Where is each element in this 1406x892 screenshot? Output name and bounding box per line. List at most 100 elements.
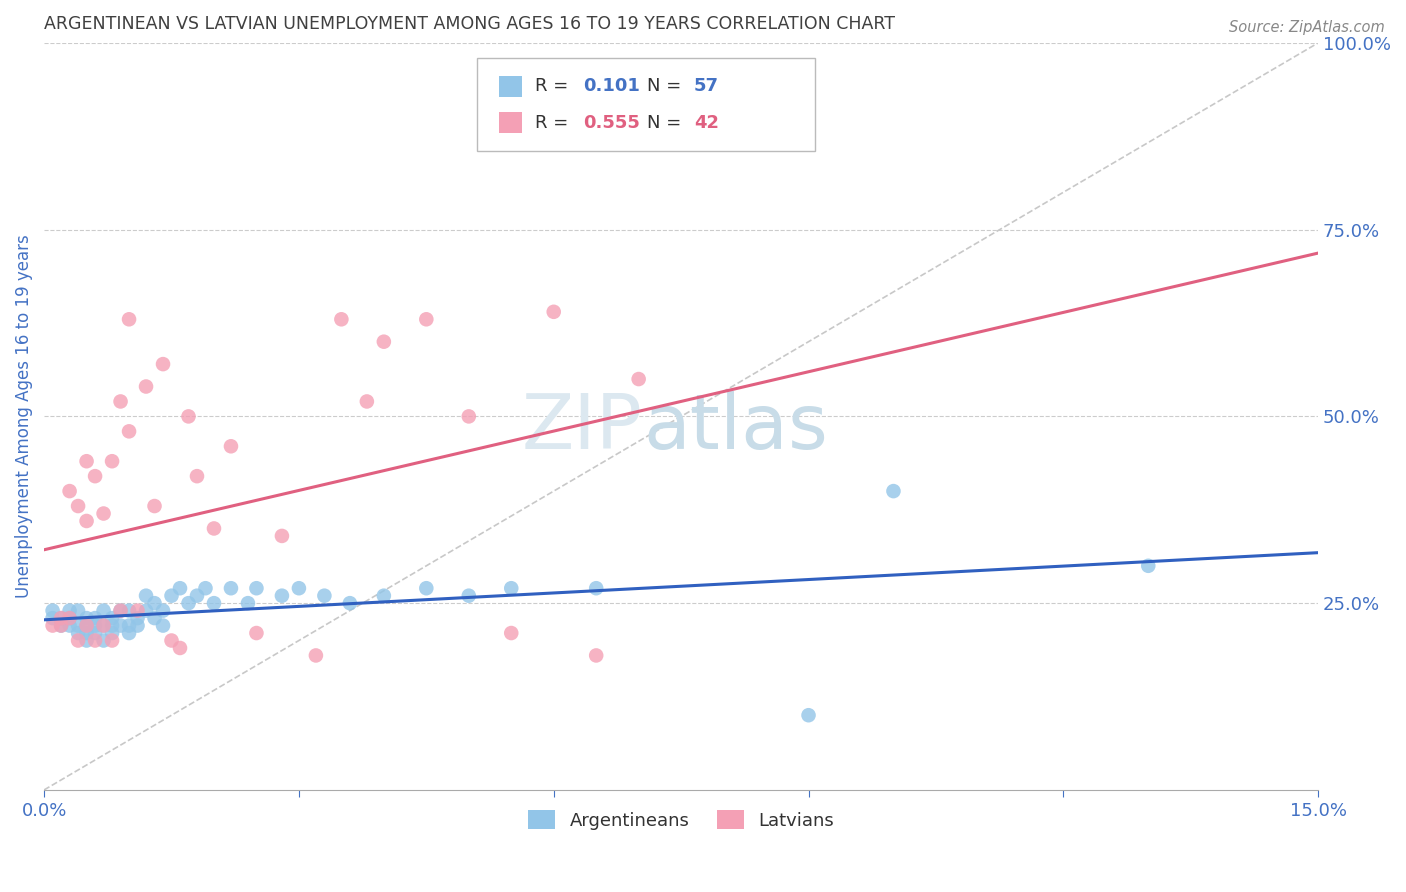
Point (118, 604, 141, 618)
Point (110, 618, 132, 632)
Point (58, 604, 80, 618)
Point (93, 618, 115, 632)
Point (143, 499, 166, 513)
Point (543, 305, 565, 319)
Point (41, 604, 63, 618)
Point (41, 618, 63, 632)
Text: 0.101: 0.101 (583, 78, 640, 95)
Point (101, 633, 124, 648)
Point (627, 372, 650, 386)
Point (169, 640, 191, 655)
Point (882, 484, 904, 499)
Point (152, 357, 174, 371)
Point (143, 611, 166, 625)
Point (1137, 558, 1160, 573)
Point (110, 394, 132, 409)
Y-axis label: Unemployment Among Ages 16 to 19 years: Unemployment Among Ages 16 to 19 years (15, 235, 32, 599)
Text: R =: R = (534, 114, 574, 132)
Point (127, 618, 149, 632)
Point (356, 394, 378, 409)
Point (135, 589, 157, 603)
Point (245, 626, 267, 640)
Point (118, 312, 141, 326)
Point (58, 611, 80, 625)
Point (160, 633, 183, 648)
Point (76, 514, 98, 528)
Point (152, 604, 174, 618)
Point (305, 648, 328, 663)
Point (76, 618, 98, 632)
Point (76, 454, 98, 468)
Text: N =: N = (647, 114, 686, 132)
Point (118, 626, 141, 640)
Point (58, 618, 80, 632)
Point (127, 611, 149, 625)
FancyBboxPatch shape (477, 58, 815, 152)
Text: 42: 42 (695, 114, 718, 132)
FancyBboxPatch shape (499, 112, 522, 133)
Point (110, 604, 132, 618)
Point (236, 596, 259, 610)
Point (160, 589, 183, 603)
Text: atlas: atlas (643, 391, 828, 465)
Text: Source: ZipAtlas.com: Source: ZipAtlas.com (1229, 20, 1385, 35)
Point (93, 507, 115, 521)
Point (169, 581, 191, 595)
Point (84, 633, 107, 648)
Point (67, 633, 90, 648)
Point (84, 611, 107, 625)
Point (127, 604, 149, 618)
Point (186, 469, 208, 483)
Point (93, 604, 115, 618)
Text: 57: 57 (695, 78, 718, 95)
Point (49, 618, 72, 632)
Point (49, 611, 72, 625)
Point (67, 618, 90, 632)
Point (135, 604, 157, 618)
Point (84, 626, 107, 640)
Legend: Argentineans, Latvians: Argentineans, Latvians (522, 803, 841, 837)
FancyBboxPatch shape (499, 76, 522, 96)
Point (194, 581, 217, 595)
Point (49, 611, 72, 625)
Point (177, 596, 200, 610)
Point (152, 618, 174, 632)
Point (457, 589, 479, 603)
Point (339, 596, 361, 610)
Point (202, 596, 225, 610)
Point (67, 604, 90, 618)
Point (219, 439, 242, 453)
Point (67, 499, 90, 513)
Point (110, 604, 132, 618)
Point (76, 618, 98, 632)
Point (177, 409, 200, 424)
Text: ARGENTINEAN VS LATVIAN UNEMPLOYMENT AMONG AGES 16 TO 19 YEARS CORRELATION CHART: ARGENTINEAN VS LATVIAN UNEMPLOYMENT AMON… (44, 15, 896, 33)
Point (58, 611, 80, 625)
Point (457, 409, 479, 424)
Point (415, 581, 437, 595)
Text: ZIP: ZIP (522, 391, 643, 465)
Point (76, 626, 98, 640)
Point (101, 618, 124, 632)
Point (49, 618, 72, 632)
Point (219, 581, 242, 595)
Text: R =: R = (534, 78, 574, 95)
Point (58, 484, 80, 499)
Point (373, 589, 395, 603)
Point (41, 611, 63, 625)
Point (101, 454, 124, 468)
Point (585, 581, 607, 595)
Point (118, 425, 141, 439)
Point (76, 633, 98, 648)
Point (67, 626, 90, 640)
Point (501, 581, 523, 595)
Point (84, 469, 107, 483)
Point (245, 581, 267, 595)
Point (501, 626, 523, 640)
Point (314, 589, 336, 603)
Point (93, 633, 115, 648)
Point (101, 626, 124, 640)
Point (135, 379, 157, 393)
Point (373, 334, 395, 349)
Point (93, 618, 115, 632)
